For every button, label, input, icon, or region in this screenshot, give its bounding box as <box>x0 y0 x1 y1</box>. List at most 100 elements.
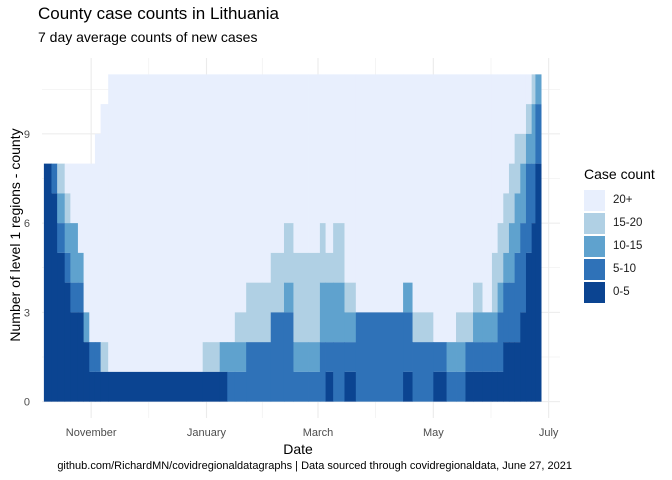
bar-segment-20+ <box>355 74 404 313</box>
bar-segment-5-10 <box>94 342 102 372</box>
bar-segment-10-15 <box>57 193 66 224</box>
bar-segment-5-10 <box>344 342 357 372</box>
bar-segment-15-20 <box>100 342 109 372</box>
bar-segment-10-15 <box>446 342 457 372</box>
x-tick-labels: November January March May July <box>66 427 559 439</box>
legend-swatch-15-20 <box>584 213 605 234</box>
bar-segment-10-15 <box>531 104 536 164</box>
bar-segment-5-10 <box>270 312 285 402</box>
bar-segment-10-15 <box>77 252 84 283</box>
bar-segment-15-20 <box>325 252 334 283</box>
bar-segment-20+ <box>514 74 521 134</box>
bar-segment-0-5 <box>83 342 90 402</box>
bar-segment-0-5 <box>520 312 527 402</box>
bar-segment-5-10 <box>64 252 71 283</box>
bar-segment-10-15 <box>70 223 79 283</box>
bar-segment-20+ <box>108 74 204 372</box>
bar-segment-0-5 <box>202 371 221 402</box>
bar-segment-5-10 <box>403 312 413 372</box>
bar-segment-5-10 <box>293 371 309 402</box>
bar-segment-0-5 <box>100 371 109 402</box>
bar-segment-0-5 <box>51 193 58 402</box>
bar-segment-20+ <box>89 163 96 343</box>
bar-segment-0-5 <box>491 371 499 402</box>
y-axis-title: Number of level 1 regions - county <box>7 128 23 341</box>
bar-segment-15-20 <box>503 193 510 253</box>
bar-segment-5-10 <box>89 342 96 372</box>
bar-segment-5-10 <box>227 371 236 402</box>
bar-segment-15-20 <box>333 223 345 283</box>
bar-segment-5-10 <box>531 163 536 224</box>
bar-segment-10-15 <box>64 223 71 253</box>
bar-segment-0-5 <box>531 223 536 402</box>
bar-segment-10-15 <box>535 74 542 105</box>
bar-segment-15-20 <box>64 193 71 224</box>
bar-segment-20+ <box>333 74 345 224</box>
bar-segment-15-20 <box>525 104 533 134</box>
bar-segment-10-15 <box>333 282 345 343</box>
bar-segment-0-5 <box>433 371 447 402</box>
legend-title: Case count <box>584 166 655 182</box>
bar-segment-5-10 <box>51 163 58 194</box>
bar-segment-20+ <box>456 74 466 313</box>
y-tick-labels: 0 3 6 9 <box>24 129 30 409</box>
bar-segment-20+ <box>94 133 102 343</box>
bar-segment-20+ <box>283 74 294 224</box>
bar-segment-15-20 <box>344 282 357 313</box>
legend-swatch-0-5 <box>584 282 605 303</box>
bar-segment-20+ <box>202 74 221 343</box>
bar-segment-15-20 <box>270 252 285 313</box>
bar-segment-0-5 <box>482 371 493 402</box>
bar-segment-20+ <box>70 163 79 224</box>
bar-segment-15-20 <box>473 282 483 313</box>
bar-segment-20+ <box>503 74 510 194</box>
bar-segment-20+ <box>270 74 285 253</box>
bar-segment-20+ <box>491 74 499 253</box>
bar-segment-15-20 <box>514 133 521 194</box>
bar-segment-5-10 <box>482 342 493 372</box>
bar-segment-5-10 <box>355 312 404 402</box>
data-bars <box>43 74 542 402</box>
bar-segment-0-5 <box>77 312 84 402</box>
bar-segment-0-5 <box>94 371 102 402</box>
bar-segment-15-20 <box>234 312 247 343</box>
legend-label: 15-20 <box>613 217 643 229</box>
bar-segment-20+ <box>344 74 357 283</box>
bar-segment-15-20 <box>520 133 527 164</box>
bar-segment-0-5 <box>497 371 504 402</box>
bar-segment-15-20 <box>491 252 499 313</box>
bar-segment-5-10 <box>433 342 447 372</box>
bar-segment-10-15 <box>525 133 533 164</box>
y-tick-label: 6 <box>24 218 30 230</box>
bar-segment-0-5 <box>508 342 516 402</box>
bar-segment-5-10 <box>535 104 542 164</box>
bar-segment-20+ <box>525 74 533 105</box>
bar-segment-5-10 <box>520 223 527 313</box>
bar-segment-10-15 <box>473 312 483 343</box>
bar-segment-5-10 <box>491 342 499 372</box>
bar-segment-10-15 <box>83 312 90 343</box>
y-tick-label: 9 <box>24 129 30 141</box>
bar-segment-0-5 <box>473 371 483 402</box>
legend-swatch-5-10 <box>584 259 605 280</box>
bar-segment-20+ <box>325 74 334 253</box>
bar-segment-20+ <box>308 74 321 253</box>
bar-segment-10-15 <box>219 342 228 372</box>
y-tick-label: 0 <box>24 397 30 409</box>
bar-segment-0-5 <box>503 342 510 402</box>
bar-segment-10-15 <box>491 312 499 343</box>
x-tick-label: January <box>187 427 227 439</box>
y-tick-label: 3 <box>24 307 30 319</box>
bar-segment-5-10 <box>57 223 66 253</box>
bar-segment-0-5 <box>57 252 66 402</box>
chart-title: County case counts in Lithuania <box>38 4 279 23</box>
x-tick-label: May <box>423 427 444 439</box>
bar-segment-20+ <box>497 74 504 224</box>
bar-segment-5-10 <box>70 282 79 313</box>
chart-subtitle: 7 day average counts of new cases <box>38 29 258 45</box>
bar-segment-10-15 <box>403 282 413 313</box>
bar-segment-10-15 <box>520 163 527 224</box>
bar-segment-20+ <box>412 74 434 313</box>
bar-segment-10-15 <box>344 312 357 343</box>
